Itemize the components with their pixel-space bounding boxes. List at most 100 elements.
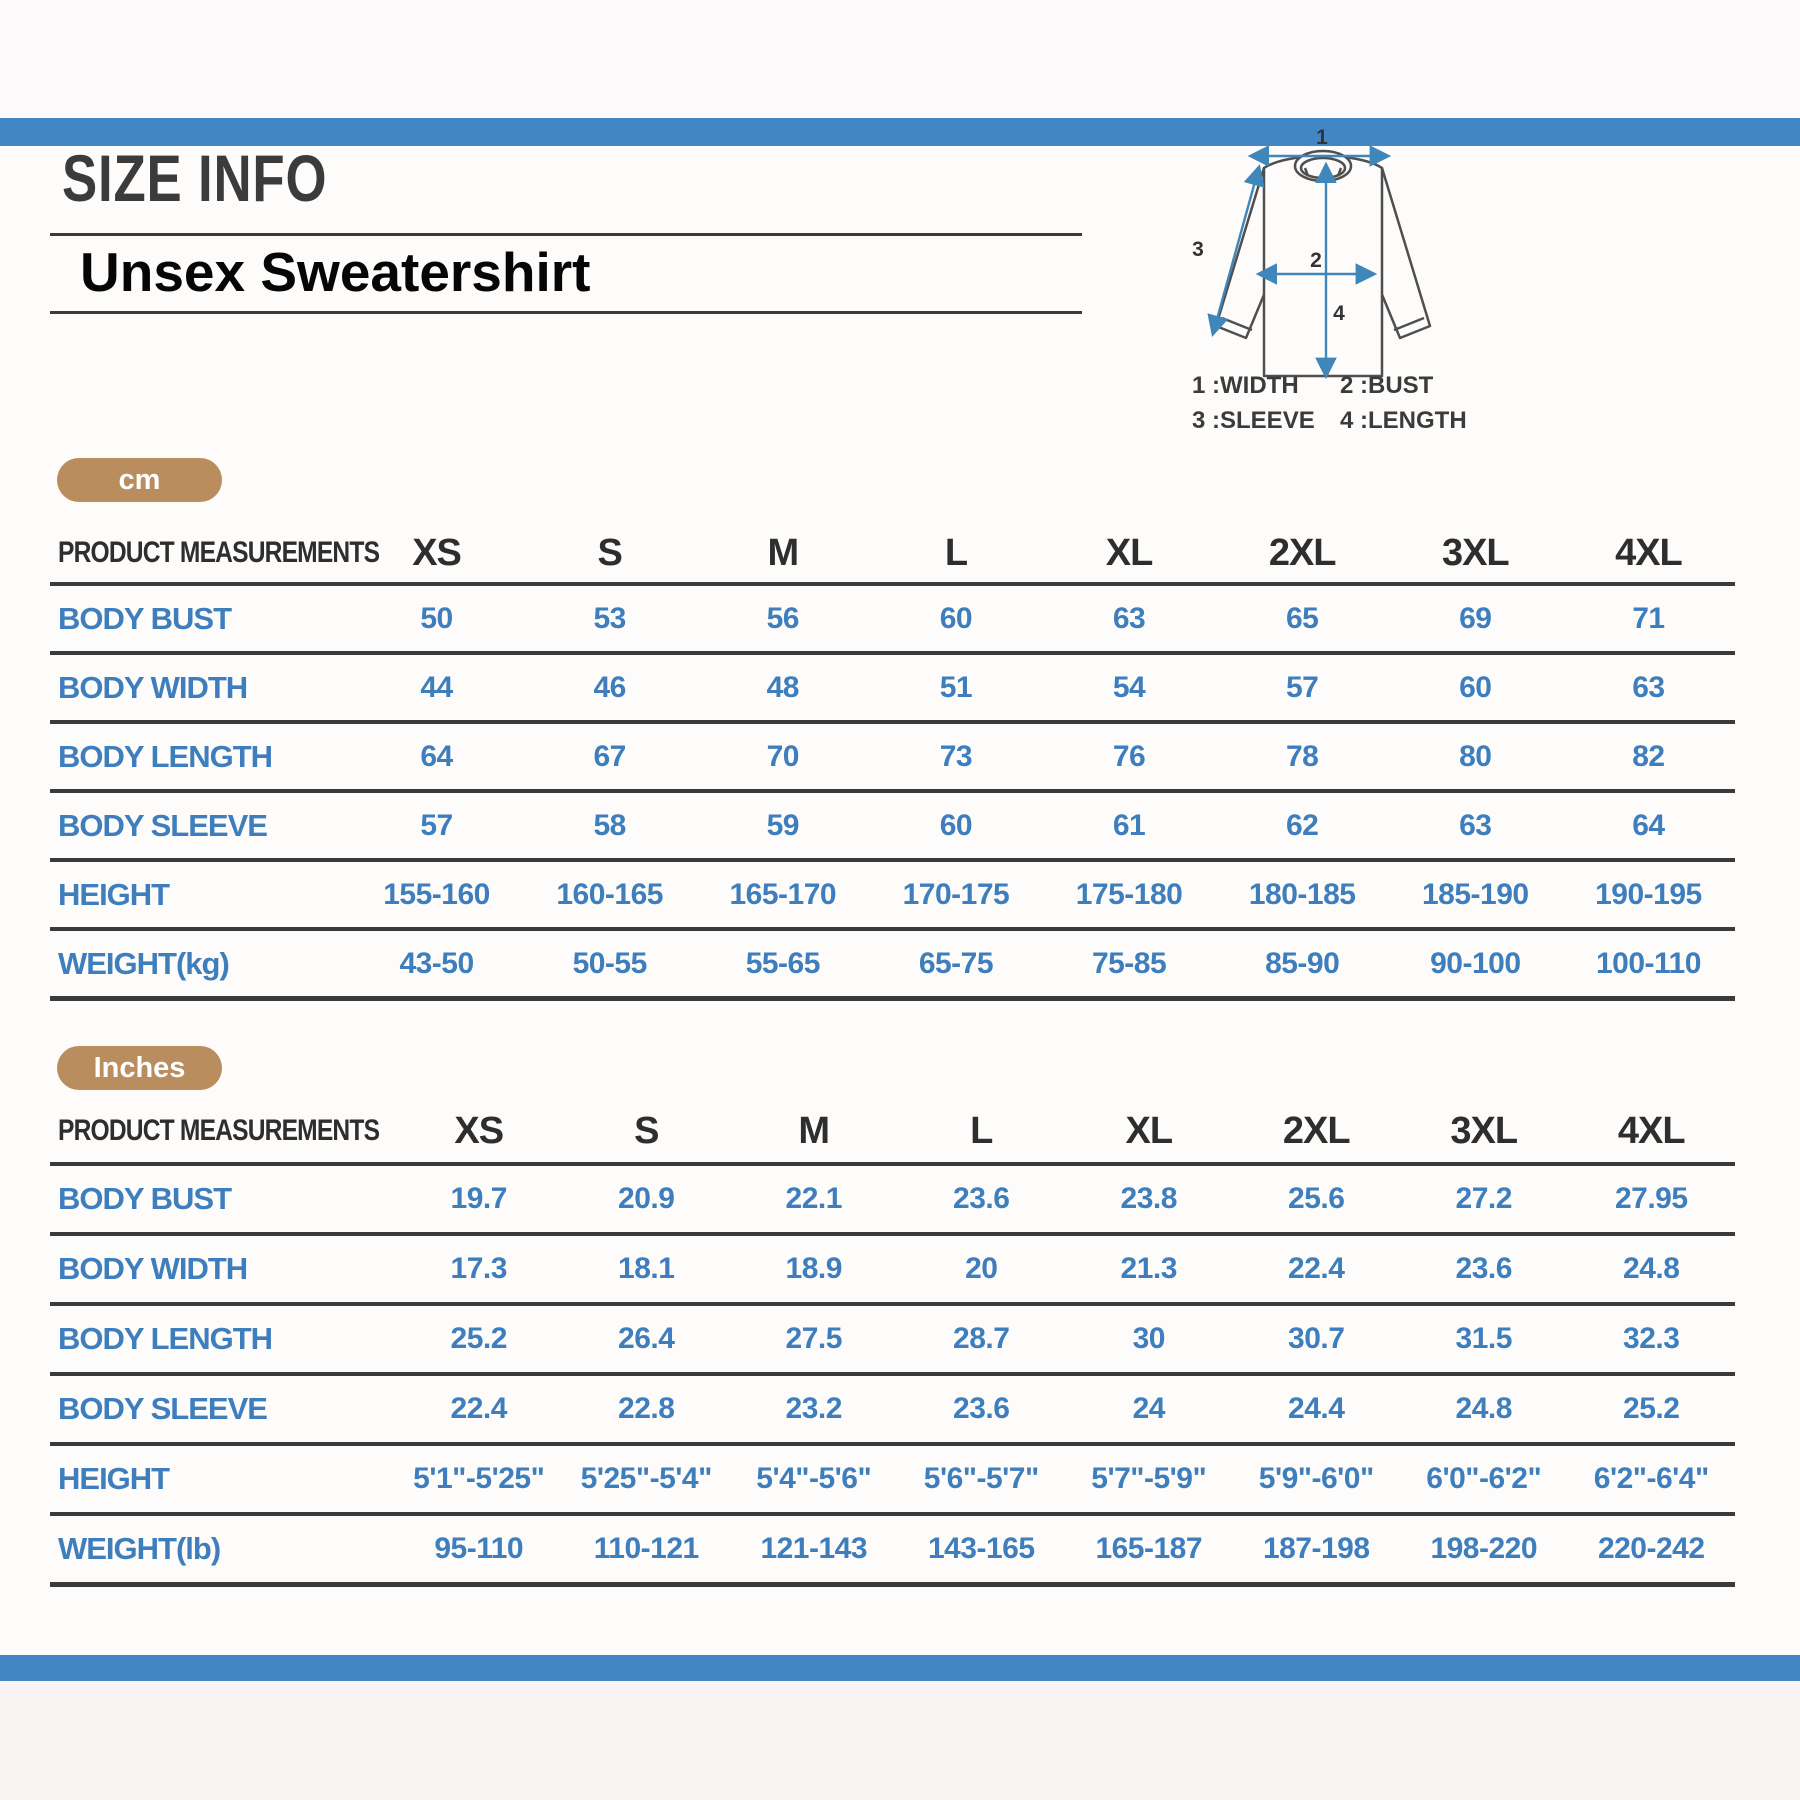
measurement-value: 175-180 (1042, 860, 1216, 931)
measurement-value: 22.1 (730, 1164, 898, 1236)
measurement-value: 28.7 (897, 1304, 1065, 1376)
measurement-value: 19.7 (395, 1164, 563, 1236)
size-column-header: 4XL (1561, 524, 1735, 586)
measurement-value: 25.6 (1232, 1164, 1400, 1236)
unit-badge-inches: Inches (57, 1046, 222, 1090)
measurement-value: 6'0"-6'2" (1400, 1444, 1568, 1516)
table-row: BODY SLEEVE 22.4 22.8 23.2 23.6 24 24.4 24.8 25.… (50, 1374, 1735, 1446)
size-table-inches: PRODUCT MEASUREMENTS XS S M L XL 2XL 3XL 4XL BODY… (50, 1100, 1735, 1587)
measurement-value: 25.2 (1567, 1374, 1735, 1446)
measurement-value: 82 (1561, 722, 1735, 793)
measurement-value: 143-165 (897, 1514, 1065, 1587)
top-margin-strip (0, 0, 1800, 118)
row-label: BODY BUST (50, 584, 350, 655)
measurement-value: 60 (869, 584, 1043, 655)
table-row: BODY WIDTH 44 46 48 51 54 57 60 63 (50, 653, 1735, 724)
measurement-value: 85-90 (1215, 929, 1389, 1001)
size-column-header: 2XL (1232, 1100, 1400, 1166)
table-row: WEIGHT(lb) 95-110 110-121 121-143 143-165 165… (50, 1514, 1735, 1587)
measurement-value: 25.2 (395, 1304, 563, 1376)
measurement-value: 56 (696, 584, 870, 655)
measurement-value: 26.4 (562, 1304, 730, 1376)
legend-item: 4 :LENGTH (1340, 407, 1467, 434)
table-row: BODY BUST 50 53 56 60 63 65 69 71 (50, 584, 1735, 655)
row-label: HEIGHT (50, 860, 350, 931)
measurement-value: 22.4 (395, 1374, 563, 1446)
measurement-value: 46 (523, 653, 697, 724)
size-column-header: 2XL (1215, 524, 1389, 586)
sweatshirt-diagram-icon: 1 2 3 4 (1192, 126, 1432, 380)
row-label: HEIGHT (50, 1444, 395, 1516)
measurement-value: 155-160 (350, 860, 524, 931)
measurement-value: 5'1"-5'25" (395, 1444, 563, 1516)
measurement-arrows (1207, 145, 1392, 380)
measurement-value: 24.4 (1232, 1374, 1400, 1446)
measurement-value: 5'9"-6'0" (1232, 1444, 1400, 1516)
measurement-value: 53 (523, 584, 697, 655)
measurement-value: 67 (523, 722, 697, 793)
measurement-value: 31.5 (1400, 1304, 1568, 1376)
measurement-value: 23.6 (897, 1374, 1065, 1446)
measurement-value: 27.95 (1567, 1164, 1735, 1236)
table-row: HEIGHT 155-160 160-165 165-170 170-175 175-18… (50, 860, 1735, 931)
measurement-value: 5'25"-5'4" (562, 1444, 730, 1516)
size-column-header: 3XL (1388, 524, 1562, 586)
measurement-value: 65 (1215, 584, 1389, 655)
measurements-column-header: PRODUCT MEASUREMENTS (50, 1100, 395, 1166)
measurement-value: 24 (1065, 1374, 1233, 1446)
measurement-value: 65-75 (869, 929, 1043, 1001)
measurement-value: 121-143 (730, 1514, 898, 1587)
row-label: WEIGHT(kg) (50, 929, 350, 1001)
row-label: BODY WIDTH (50, 653, 350, 724)
measurement-value: 185-190 (1388, 860, 1562, 931)
measurement-value: 24.8 (1567, 1234, 1735, 1306)
table-row: BODY LENGTH 64 67 70 73 76 78 80 82 (50, 722, 1735, 793)
arrow-label-4: 4 (1333, 302, 1345, 325)
measurement-value: 57 (1215, 653, 1389, 724)
measurements-column-header: PRODUCT MEASUREMENTS (50, 524, 380, 586)
measurement-value: 62 (1215, 791, 1389, 862)
measurement-value: 32.3 (1567, 1304, 1735, 1376)
measurement-value: 95-110 (395, 1514, 563, 1587)
divider-line (50, 233, 1082, 236)
measurement-value: 58 (523, 791, 697, 862)
size-column-header: M (696, 524, 870, 586)
measurement-value: 160-165 (523, 860, 697, 931)
measurement-value: 60 (869, 791, 1043, 862)
measurement-value: 30 (1065, 1304, 1233, 1376)
measurement-value: 20 (897, 1234, 1065, 1306)
measurement-value: 220-242 (1567, 1514, 1735, 1587)
unit-badge-cm: cm (57, 458, 222, 502)
measurement-value: 50-55 (523, 929, 697, 1001)
sweatshirt-outline (1214, 149, 1432, 378)
row-label: BODY SLEEVE (50, 791, 350, 862)
diagram-legend: 1 :WIDTH 2 :BUST 3 :SLEEVE 4 :LENGTH (1192, 372, 1512, 435)
bottom-accent-bar (0, 1655, 1800, 1681)
measurement-value: 18.9 (730, 1234, 898, 1306)
measurement-value: 64 (1561, 791, 1735, 862)
arrow-label-1: 1 (1316, 126, 1328, 149)
table-row: BODY LENGTH 25.2 26.4 27.5 28.7 30 30.7 31.5 32.… (50, 1304, 1735, 1376)
measurement-value: 61 (1042, 791, 1216, 862)
measurement-value: 55-65 (696, 929, 870, 1001)
measurement-value: 24.8 (1400, 1374, 1568, 1446)
measurement-value: 17.3 (395, 1234, 563, 1306)
measurement-value: 30.7 (1232, 1304, 1400, 1376)
measurement-value: 71 (1561, 584, 1735, 655)
measurement-value: 63 (1561, 653, 1735, 724)
measurement-value: 27.2 (1400, 1164, 1568, 1236)
row-label: BODY LENGTH (50, 1304, 395, 1376)
measurement-value: 21.3 (1065, 1234, 1233, 1306)
measurement-value: 80 (1388, 722, 1562, 793)
measurement-value: 51 (869, 653, 1043, 724)
measurement-value: 63 (1042, 584, 1216, 655)
legend-item: 1 :WIDTH (1192, 372, 1299, 399)
size-column-header: L (897, 1100, 1065, 1166)
measurement-value: 90-100 (1388, 929, 1562, 1001)
measurement-value: 78 (1215, 722, 1389, 793)
size-column-header: XL (1065, 1100, 1233, 1166)
measurement-value: 100-110 (1561, 929, 1735, 1001)
measurement-value: 18.1 (562, 1234, 730, 1306)
measurement-value: 170-175 (869, 860, 1043, 931)
table-row: BODY BUST 19.7 20.9 22.1 23.6 23.8 25.6 27.2 27.… (50, 1164, 1735, 1236)
